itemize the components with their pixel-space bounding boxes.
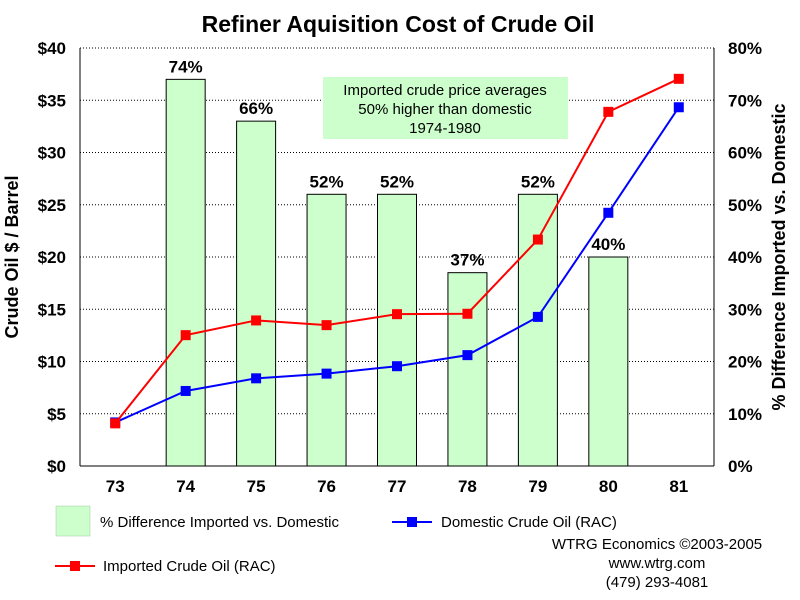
left-tick-label: $40 <box>38 39 66 58</box>
line-marker <box>180 385 191 396</box>
right-tick-label: 0% <box>728 457 753 476</box>
line-marker <box>603 106 614 117</box>
bar-series <box>165 78 629 467</box>
x-axis-ticks: 73 74 75 76 77 78 79 80 81 <box>106 477 688 496</box>
annotation-line-1: Imported crude price averages <box>343 82 546 99</box>
right-tick-label: 30% <box>728 300 762 319</box>
x-tick-label: 80 <box>599 477 618 496</box>
bar-value-label: 66% <box>239 99 273 118</box>
credit-line-1: WTRG Economics ©2003-2005 <box>552 536 762 553</box>
bar-labels: 74% 66% 52% 52% 37% 52% 40% <box>169 57 626 269</box>
left-tick-label: $10 <box>38 353 66 372</box>
line-marker <box>321 320 332 331</box>
legend: % Difference Imported vs. Domestic Domes… <box>55 505 617 575</box>
chart-title: Refiner Aquisition Cost of Crude Oil <box>202 11 595 37</box>
left-tick-label: $5 <box>47 405 66 424</box>
bar <box>377 193 417 467</box>
legend-marker-domestic <box>407 517 417 527</box>
legend-swatch-bar <box>55 505 91 537</box>
annotation-background <box>323 77 568 139</box>
plot-frame <box>79 48 715 467</box>
bar-value-label: 52% <box>310 172 344 191</box>
line-marker <box>392 309 402 320</box>
bar-value-label: 52% <box>521 172 555 191</box>
bar-value-label: 52% <box>380 172 414 191</box>
bar-value-label: 37% <box>450 251 484 270</box>
line-marker <box>462 308 473 319</box>
line-marker <box>392 361 402 372</box>
legend-marker-imported <box>70 561 80 571</box>
line-marker <box>321 368 332 379</box>
line-marker <box>673 73 684 84</box>
line-marker <box>180 330 191 341</box>
left-tick-label: $25 <box>38 196 66 215</box>
right-axis-ticks: 0% 10% 20% 30% 40% 50% 60% 70% 80% <box>728 39 762 476</box>
right-tick-label: 20% <box>728 353 762 372</box>
x-tick-label: 79 <box>528 477 547 496</box>
bar <box>447 272 488 467</box>
legend-label-domestic: Domestic Crude Oil (RAC) <box>441 514 617 531</box>
line-series <box>110 73 684 429</box>
annotation-box: Imported crude price averages 50% higher… <box>323 77 568 139</box>
right-tick-label: 10% <box>728 405 762 424</box>
annotation-line-3: 1974-1980 <box>409 120 481 137</box>
left-axis-ticks: $0 $5 $10 $15 $20 $25 $30 $35 $40 <box>38 39 66 476</box>
bar <box>588 256 629 467</box>
legend-label-bar: % Difference Imported vs. Domestic <box>100 514 339 531</box>
credits: WTRG Economics ©2003-2005 www.wtrg.com (… <box>552 536 762 591</box>
left-tick-label: $35 <box>38 91 66 110</box>
line-marker <box>251 315 262 326</box>
x-tick-label: 76 <box>317 477 336 496</box>
x-tick-label: 77 <box>388 477 407 496</box>
left-tick-label: $0 <box>47 457 66 476</box>
credit-line-3: (479) 293-4081 <box>606 574 709 591</box>
credit-line-2: www.wtrg.com <box>608 555 706 572</box>
bar-value-label: 74% <box>169 57 203 76</box>
left-tick-label: $15 <box>38 300 66 319</box>
legend-label-imported: Imported Crude Oil (RAC) <box>103 558 276 575</box>
annotation-line-2: 50% higher than domestic <box>358 101 532 118</box>
left-tick-label: $30 <box>38 144 66 163</box>
right-tick-label: 70% <box>728 91 762 110</box>
line-marker <box>532 234 543 245</box>
right-axis-title: % Difference Imported vs. Domestic <box>769 103 789 410</box>
left-tick-label: $20 <box>38 248 66 267</box>
line-marker <box>251 373 262 384</box>
line-marker <box>603 207 614 218</box>
x-tick-label: 81 <box>669 477 688 496</box>
x-tick-label: 73 <box>106 477 125 496</box>
bar <box>165 78 206 467</box>
line-marker <box>110 418 121 429</box>
x-tick-label: 75 <box>247 477 266 496</box>
right-tick-label: 60% <box>728 144 762 163</box>
bar <box>236 120 277 467</box>
bar <box>306 193 347 467</box>
x-tick-label: 78 <box>458 477 477 496</box>
right-tick-label: 40% <box>728 248 762 267</box>
line-marker <box>462 350 473 361</box>
x-tick-label: 74 <box>176 477 195 496</box>
left-axis-title: Crude Oil $ / Barrel <box>2 175 22 338</box>
right-tick-label: 80% <box>728 39 762 58</box>
line-marker <box>673 102 684 113</box>
bar-value-label: 40% <box>591 235 625 254</box>
line-marker <box>532 311 543 322</box>
right-tick-label: 50% <box>728 196 762 215</box>
